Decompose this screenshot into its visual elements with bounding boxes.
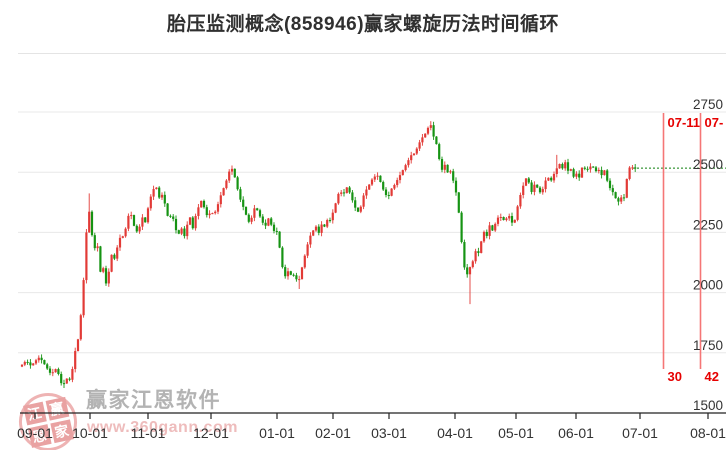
x-tick-label: 09-01 bbox=[17, 425, 53, 441]
gridlines bbox=[18, 111, 726, 354]
x-tick-label: 12-01 bbox=[193, 425, 229, 441]
watermark-url-text: www.360gann.com bbox=[87, 419, 238, 436]
title-separator bbox=[18, 53, 726, 54]
x-tick-label: 04-01 bbox=[437, 425, 473, 441]
x-tick-label: 10-01 bbox=[72, 425, 108, 441]
y-tick-label: 2750 bbox=[693, 97, 723, 112]
x-tick-label: 03-01 bbox=[371, 425, 407, 441]
x-tick-label: 02-01 bbox=[315, 425, 351, 441]
x-tick-label: 08-01 bbox=[690, 425, 726, 441]
cycle-count-label-2: 42 bbox=[704, 369, 719, 384]
cycle-date-label-1: 07-11 bbox=[667, 115, 701, 130]
x-tick-label: 05-01 bbox=[498, 425, 534, 441]
watermark-brand-text: 赢家江恩软件 bbox=[86, 389, 221, 412]
cycle-count-label-1: 30 bbox=[667, 369, 682, 384]
x-axis-labels: 09-01 10-01 11-01 12-01 01-01 02-01 03-01 04-01… bbox=[17, 425, 726, 441]
x-axis bbox=[20, 412, 726, 419]
x-tick-label: 06-01 bbox=[558, 425, 594, 441]
cycle-date-label-2: 07- bbox=[704, 115, 724, 130]
page-title: 胎压监测概念(858946)赢家螺旋历法时间循环 bbox=[166, 14, 560, 35]
x-tick-label: 07-01 bbox=[622, 425, 658, 441]
y-axis-labels: 2750 2500 2250 2000 1750 1500 bbox=[693, 97, 723, 413]
y-tick-label: 1500 bbox=[693, 398, 723, 413]
y-tick-label: 1750 bbox=[693, 338, 723, 353]
y-tick-label: 2500 bbox=[693, 157, 723, 172]
cycle-lines bbox=[662, 113, 702, 369]
y-tick-label: 2000 bbox=[693, 278, 723, 293]
x-tick-label: 11-01 bbox=[131, 425, 166, 441]
candlestick-series bbox=[20, 121, 637, 388]
x-tick-label: 01-01 bbox=[259, 425, 295, 441]
y-tick-label: 2250 bbox=[693, 217, 723, 232]
